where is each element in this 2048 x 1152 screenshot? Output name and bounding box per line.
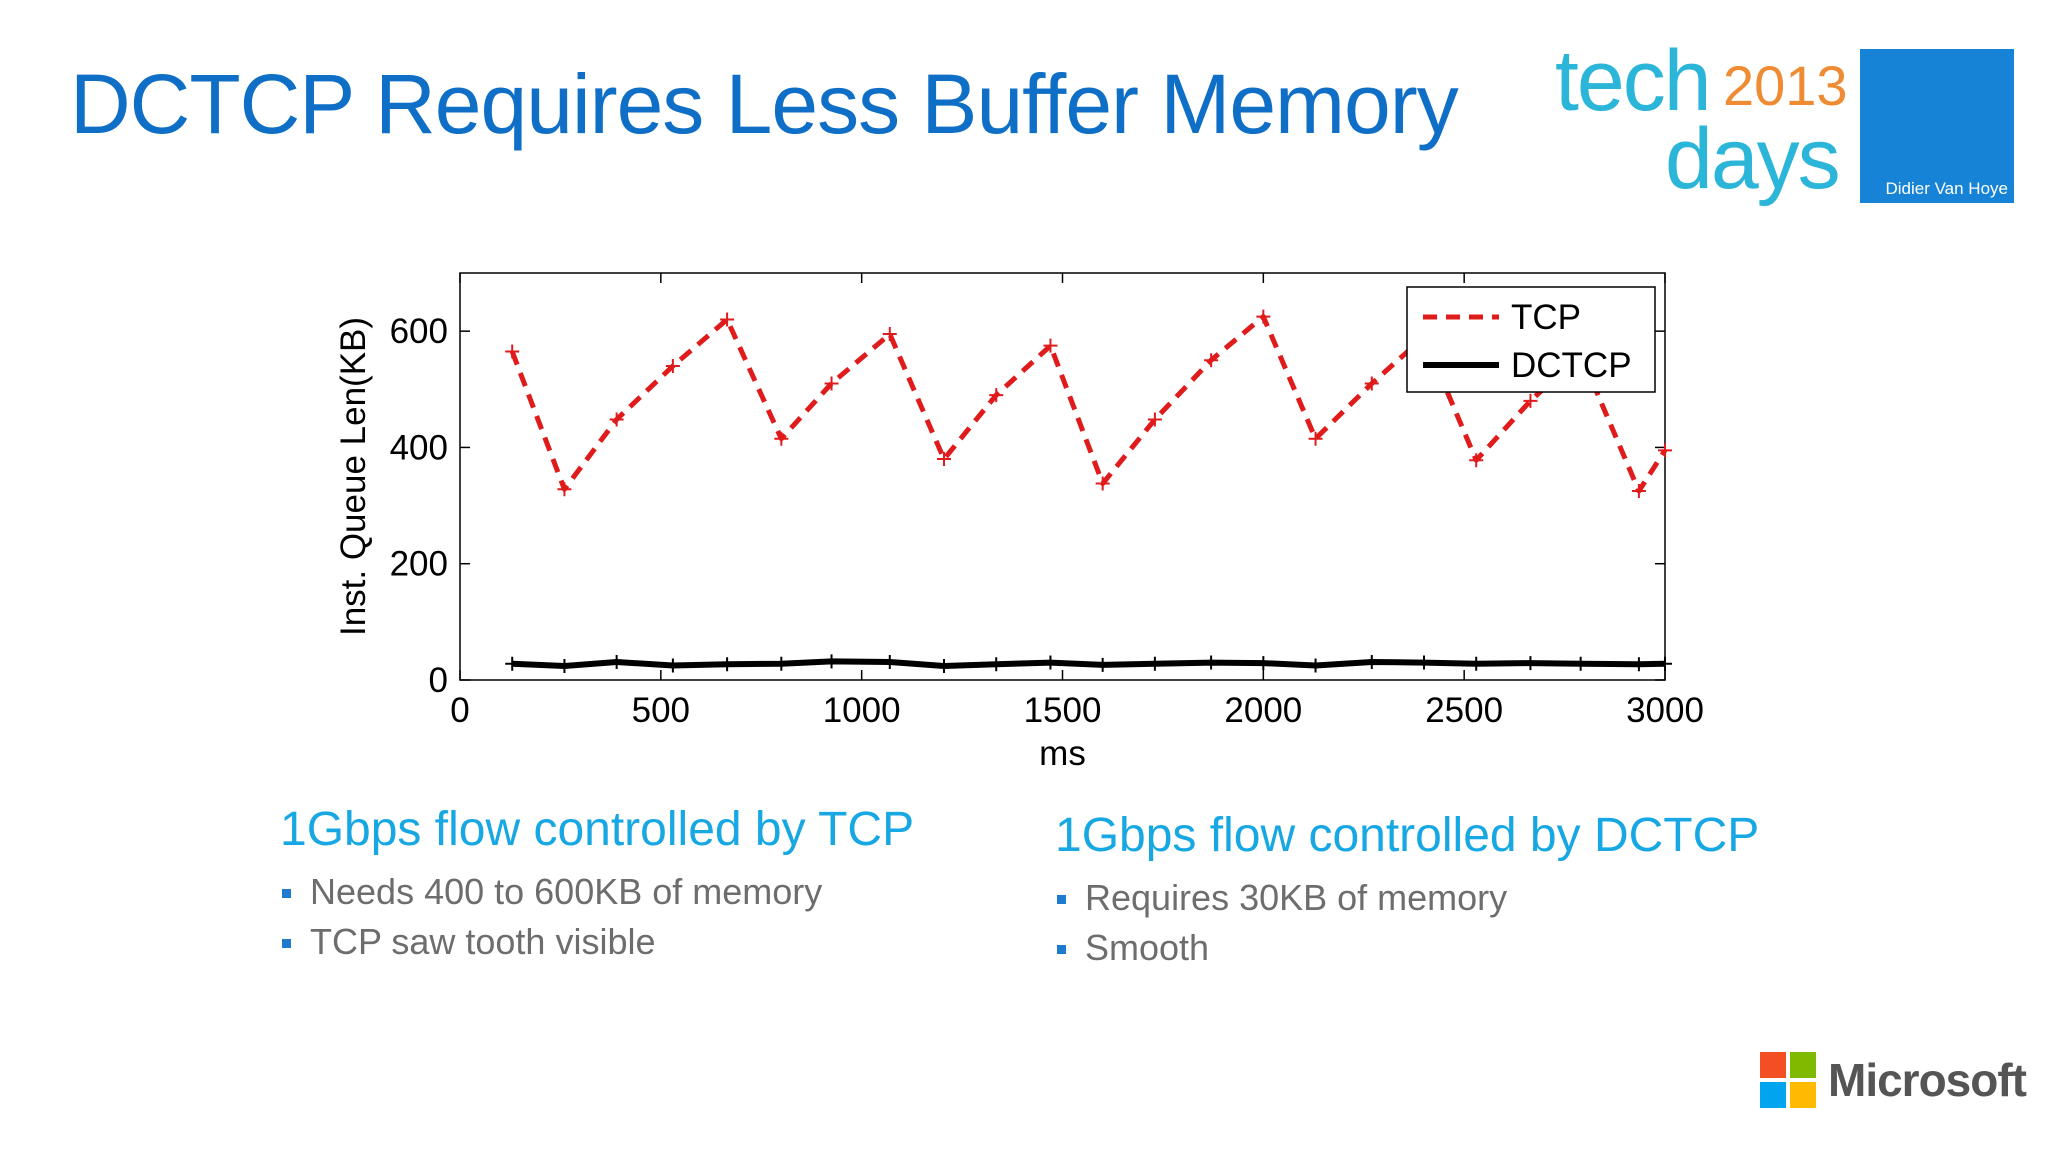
y-tick-label: 400: [390, 428, 448, 467]
presenter-name: Didier Van Hoye: [1885, 179, 2008, 198]
dctcp-data-point: [1308, 658, 1323, 673]
techdays-logo: tech 2013 days: [1555, 38, 2015, 208]
tcp-data-point: [665, 359, 680, 374]
tcp-data-point: [1095, 476, 1110, 491]
x-tick-label: 1500: [1024, 691, 1102, 730]
logo-tech-text: tech: [1555, 33, 1712, 129]
dctcp-data-point: [1417, 655, 1431, 670]
dctcp-heading: 1Gbps flow controlled by DCTCP: [1055, 809, 1760, 862]
tcp-data-point: [1658, 443, 1672, 458]
dctcp-bullet: Smooth: [1055, 923, 1775, 973]
queue-length-chart: 0 500 1000 1500 2000 2500 3000 0 200 400 600 ms Inst…: [334, 272, 1704, 773]
tcp-data-point: [989, 388, 1004, 403]
x-tick-label: 2000: [1224, 691, 1302, 730]
dctcp-data-point: [1095, 657, 1110, 672]
dctcp-data-point: [1364, 654, 1379, 669]
dctcp-data-point: [937, 659, 952, 674]
presenter-badge: Didier Van Hoye: [1860, 49, 2014, 203]
x-tick-label: 1000: [823, 691, 901, 730]
dctcp-data-point: [774, 656, 789, 671]
ms-tile-green: [1790, 1052, 1816, 1078]
tcp-data-point: [824, 376, 839, 391]
tcp-bullet: Needs 400 to 600KB of memory: [280, 867, 1000, 917]
tcp-data-point: [1469, 453, 1484, 468]
tcp-data-point: [505, 344, 520, 359]
tcp-data-point: [1256, 309, 1271, 324]
dctcp-data-point: [824, 654, 839, 669]
tcp-bullet: TCP saw tooth visible: [280, 917, 1000, 967]
x-tick-label: 2500: [1425, 691, 1503, 730]
x-axis-label: ms: [1039, 734, 1086, 773]
logo-days-text: days: [1665, 111, 1841, 207]
ms-tile-red: [1760, 1052, 1786, 1078]
dctcp-bullet-list: Requires 30KB of memory Smooth: [1055, 873, 1775, 973]
dctcp-data-point: [1573, 656, 1588, 671]
dctcp-data-point: [1256, 656, 1271, 671]
tcp-data-point: [882, 327, 897, 342]
y-tick-label: 0: [429, 661, 448, 700]
tcp-data-point: [937, 452, 952, 467]
dctcp-data-point: [720, 657, 735, 672]
tcp-data-point: [1523, 393, 1538, 408]
dctcp-data-point: [989, 657, 1004, 672]
legend-box: [1406, 286, 1656, 393]
legend-label-tcp: TCP: [1511, 298, 1581, 337]
tcp-data-point: [720, 312, 735, 327]
slide-title: DCTCP Requires Less Buffer Memory: [70, 57, 1459, 151]
y-axis-label: Inst. Queue Len(KB): [334, 317, 373, 636]
x-tick-label: 0: [450, 691, 469, 730]
ms-tile-yellow: [1790, 1082, 1816, 1108]
tcp-bullet-list: Needs 400 to 600KB of memory TCP saw too…: [280, 867, 1000, 967]
microsoft-wordmark: Microsoft: [1828, 1054, 2027, 1106]
y-tick-label: 200: [390, 545, 448, 584]
dctcp-column: 1Gbps flow controlled by DCTCP Requires …: [1055, 808, 1775, 973]
tcp-heading: 1Gbps flow controlled by TCP: [280, 803, 915, 856]
tcp-data-point: [609, 412, 624, 427]
tcp-data-point: [1308, 431, 1323, 446]
dctcp-data-point: [1147, 656, 1162, 671]
dctcp-data-point: [1043, 655, 1058, 670]
tcp-data-point: [1204, 353, 1219, 368]
microsoft-windows-icon: [1760, 1052, 1816, 1108]
tcp-data-point: [1043, 338, 1058, 353]
dctcp-data-point: [665, 658, 680, 673]
x-tick-label: 500: [632, 691, 690, 730]
legend-label-dctcp: DCTCP: [1511, 346, 1632, 385]
tcp-data-point: [557, 482, 572, 497]
dctcp-data-point: [882, 654, 897, 669]
tcp-data-point: [1631, 484, 1646, 499]
dctcp-data-point: [609, 654, 624, 669]
dctcp-data-point: [1469, 656, 1484, 671]
dctcp-data-point: [1204, 655, 1219, 670]
dctcp-data-point: [1658, 656, 1672, 671]
ms-tile-blue: [1760, 1082, 1786, 1108]
dctcp-data-point: [1523, 656, 1538, 671]
x-tick-label: 3000: [1626, 691, 1704, 730]
dctcp-data-point: [505, 656, 520, 671]
tcp-data-point: [1147, 412, 1162, 427]
dctcp-bullet: Requires 30KB of memory: [1055, 873, 1775, 923]
logo-year-text: 2013: [1723, 54, 1848, 117]
dctcp-data-point: [557, 659, 572, 674]
tcp-column: 1Gbps flow controlled by TCP Needs 400 t…: [280, 802, 1000, 967]
y-tick-label: 600: [390, 312, 448, 351]
tcp-data-point: [1364, 376, 1379, 391]
dctcp-data-point: [1631, 657, 1646, 672]
tcp-data-point: [774, 431, 789, 446]
